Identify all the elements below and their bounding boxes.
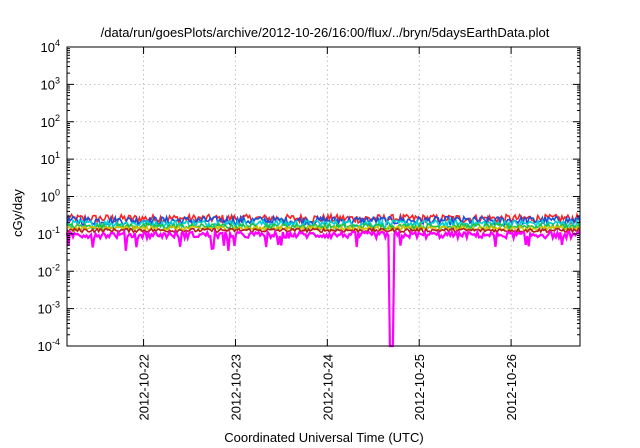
y-tick-label: 101 <box>41 150 60 167</box>
series-lines <box>65 211 581 348</box>
y-tick-label: 102 <box>41 113 60 130</box>
y-tick-label: 10-4 <box>38 337 60 354</box>
x-tick-label: 2012-10-26 <box>504 354 519 421</box>
series-line <box>65 228 581 348</box>
x-axis-label: Coordinated Universal Time (UTC) <box>224 430 423 445</box>
x-tick-label: 2012-10-25 <box>412 354 427 421</box>
x-tick-label: 2012-10-22 <box>137 354 152 421</box>
x-tick-label: 2012-10-24 <box>320 354 335 421</box>
series-line <box>66 211 581 227</box>
x-tick-label: 2012-10-23 <box>228 354 243 421</box>
series-line <box>66 217 581 230</box>
x-axis: 2012-10-22 2012-10-23 2012-10-24 2012-10-25… <box>137 47 519 421</box>
y-tick-label: 100 <box>41 188 60 205</box>
y-axis-label: cGy/day <box>10 189 25 237</box>
chart-title: /data/run/goesPlots/archive/2012-10-26/1… <box>101 25 550 40</box>
grid <box>67 47 580 346</box>
y-tick-label: 103 <box>41 75 60 92</box>
y-tick-label: 10-1 <box>38 225 60 242</box>
y-tick-label: 104 <box>41 38 60 55</box>
y-tick-label: 10-2 <box>38 262 60 279</box>
y-axis: 10-4 10-3 10-2 10-1 100 101 102 103 104 <box>38 38 580 354</box>
y-tick-label: 10-3 <box>38 300 60 317</box>
series-line <box>66 226 581 235</box>
